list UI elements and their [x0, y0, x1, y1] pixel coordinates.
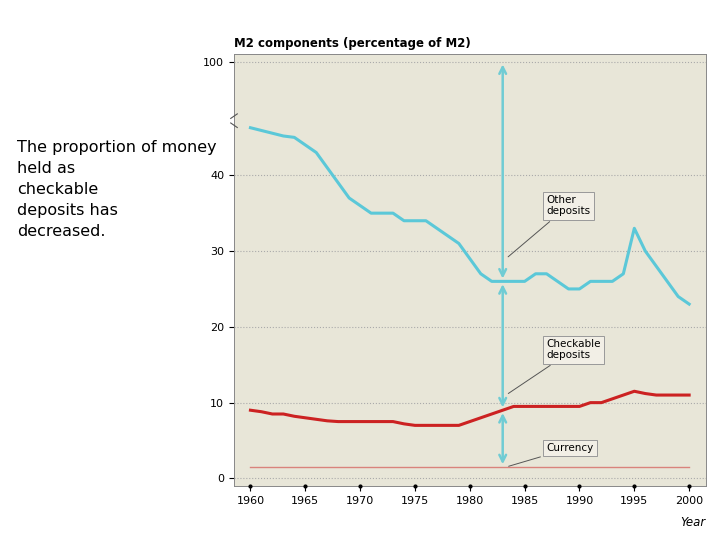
Text: The proportion of money
held as
checkable
deposits has
decreased.: The proportion of money held as checkabl…	[17, 140, 217, 239]
Text: M2 components (percentage of M2): M2 components (percentage of M2)	[234, 37, 471, 50]
Text: Checkable
deposits: Checkable deposits	[508, 339, 601, 394]
Text: Year: Year	[680, 516, 706, 529]
Text: Other
deposits: Other deposits	[508, 195, 590, 257]
Text: Currency: Currency	[508, 443, 594, 466]
